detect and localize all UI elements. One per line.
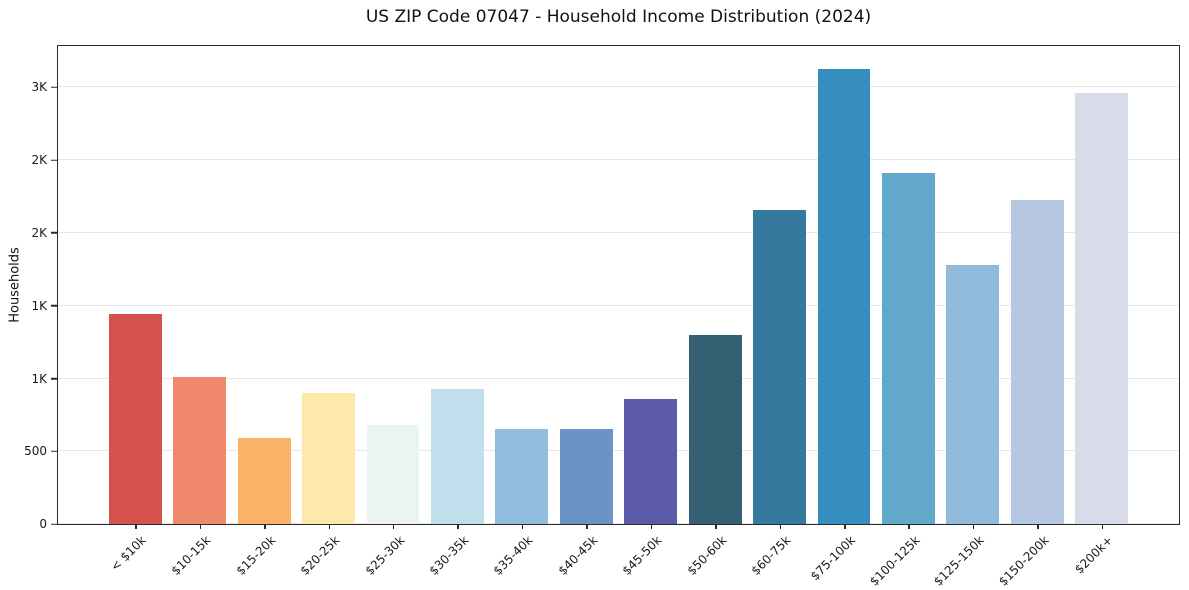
y-tick-label: 0	[39, 517, 47, 531]
gridline	[58, 231, 1179, 233]
bar-slot: $15-20k	[232, 46, 296, 578]
bar	[366, 425, 420, 524]
bar	[688, 334, 742, 524]
x-tick-mark	[908, 524, 910, 529]
y-tick-label: 3K	[31, 80, 47, 95]
y-tick-label: 500	[24, 444, 47, 459]
x-tick-mark	[715, 524, 717, 529]
bar	[753, 209, 806, 524]
x-tick-label: $30-35k	[426, 533, 472, 578]
bar	[946, 265, 1000, 524]
bar	[882, 173, 935, 524]
x-tick-mark	[457, 524, 459, 529]
y-tick-label: 2K	[31, 153, 47, 168]
x-tick-mark	[586, 524, 588, 529]
x-tick-label: $125-150k	[931, 533, 987, 589]
bar-slot: $125-150k	[931, 46, 1005, 589]
gridline	[58, 159, 1179, 161]
x-tick-mark	[521, 524, 524, 529]
bar-slot: $75-100k	[808, 46, 876, 583]
bar-slot: $150-200k	[996, 46, 1069, 589]
bar-slot: $45-50k	[619, 46, 683, 578]
y-tick-label: 1K	[31, 371, 47, 386]
x-tick-label: $75-100k	[807, 533, 858, 584]
plot-area: 0 500 1K 1K 2K 2K 3K < $10k $10-15k $15-20k $20-2…	[24, 45, 1180, 589]
bar-slot: $20-25k	[296, 46, 360, 578]
x-tick-mark	[264, 524, 266, 529]
x-tick-label: $50-60k	[684, 533, 730, 578]
gridline	[58, 450, 1179, 452]
bar	[1075, 93, 1129, 524]
bar	[495, 429, 549, 524]
x-tick-mark	[1101, 524, 1104, 529]
bar-slot: $100-125k	[867, 46, 940, 589]
x-tick-mark	[779, 524, 782, 529]
bar	[430, 388, 484, 524]
x-tick-mark	[844, 524, 846, 529]
y-tick-mark	[51, 523, 57, 525]
y-tick-mark	[51, 305, 57, 307]
y-tick-mark	[51, 450, 57, 452]
x-tick-label: $35-40k	[490, 533, 536, 578]
x-tick-label: $25-30k	[362, 533, 407, 578]
bar	[302, 393, 355, 524]
bar-slot: $25-30k	[361, 46, 425, 578]
x-tick-label: $100-125k	[866, 533, 923, 589]
y-tick-mark	[51, 159, 57, 161]
bar-slot: $200k+	[1070, 46, 1134, 577]
bar	[624, 398, 678, 524]
x-tick-label: $20-25k	[297, 533, 343, 578]
bar-slot: $60-75k	[747, 46, 811, 578]
x-tick-mark	[1037, 524, 1039, 529]
bar-slot: $30-35k	[425, 46, 489, 578]
bars: < $10k $10-15k $15-20k $20-25k $25-30k $30-35…	[58, 46, 1179, 589]
x-tick-label: $200k+	[1072, 533, 1116, 577]
x-tick-label: $10-15k	[168, 533, 214, 578]
bar-slot: < $10k	[103, 46, 167, 574]
x-tick-mark	[650, 524, 653, 529]
y-tick-label: 2K	[31, 225, 47, 240]
y-tick-label: 1K	[31, 298, 47, 313]
gridline	[58, 304, 1179, 306]
x-tick-label: < $10k	[108, 533, 150, 574]
x-tick-mark	[135, 524, 137, 529]
bar	[108, 314, 162, 524]
gridline	[58, 86, 1179, 88]
gridline	[58, 523, 1179, 524]
x-tick-mark	[328, 524, 331, 529]
bar	[817, 68, 871, 524]
chart-title: US ZIP Code 07047 - Household Income Dis…	[365, 7, 872, 27]
x-tick-label: $60-75k	[748, 533, 794, 578]
bar-slot: $50-60k	[683, 46, 747, 578]
bar-slot: $10-15k	[167, 46, 231, 578]
y-tick-mark	[51, 377, 57, 380]
x-tick-mark	[199, 524, 202, 529]
gridline	[58, 377, 1179, 379]
x-tick-label: $45-50k	[619, 533, 665, 578]
y-axis-label: Households	[7, 247, 23, 323]
bar-slot: $40-45k	[554, 46, 618, 578]
x-tick-mark	[392, 524, 395, 529]
bar-slot: $35-40k	[490, 46, 554, 578]
y-tick-mark	[51, 86, 57, 89]
bar	[173, 377, 227, 524]
x-tick-mark	[972, 524, 975, 529]
x-tick-label: $15-20k	[233, 533, 278, 578]
x-tick-label: $40-45k	[555, 533, 601, 578]
bar	[1010, 199, 1064, 524]
bar	[559, 429, 613, 524]
x-tick-label: $150-200k	[995, 533, 1052, 589]
bar	[237, 438, 291, 524]
y-tick-mark	[51, 232, 57, 234]
